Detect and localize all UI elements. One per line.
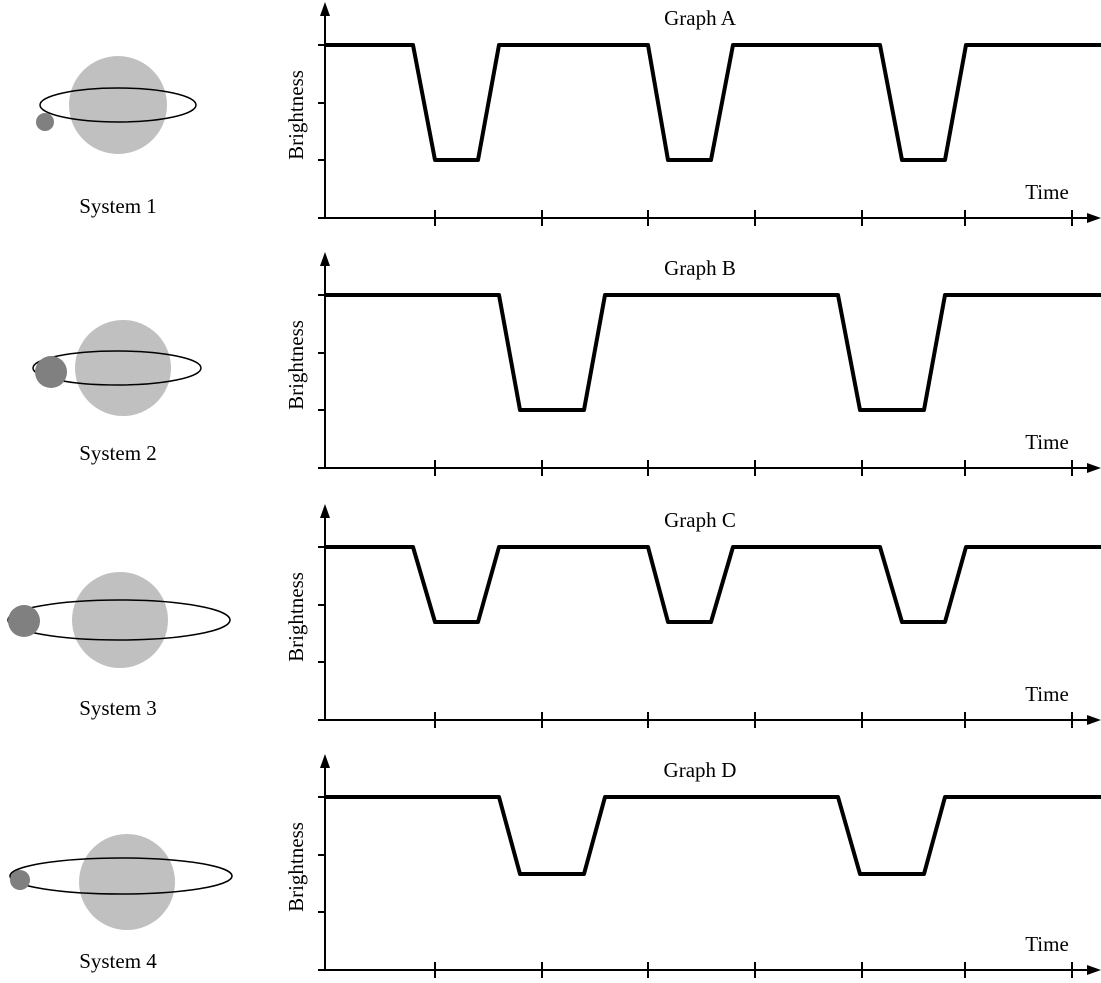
y-axis-label: Brightness: [284, 822, 308, 912]
x-arrow: [1087, 213, 1101, 223]
y-axis-label: Brightness: [284, 70, 308, 160]
x-axis-label: Time: [1025, 932, 1069, 956]
y-axis-label: Brightness: [284, 572, 308, 662]
system-label: System 4: [79, 949, 157, 973]
x-axis-label: Time: [1025, 180, 1069, 204]
graph-title: Graph C: [664, 508, 736, 532]
y-arrow: [320, 252, 330, 266]
y-arrow: [320, 2, 330, 16]
orbit: [9, 857, 233, 895]
panel: System 4 Graph D Brightness Time: [9, 754, 1101, 978]
graph-title: Graph D: [664, 758, 737, 782]
x-arrow: [1087, 715, 1101, 725]
x-axis-label: Time: [1025, 430, 1069, 454]
star: [72, 572, 168, 668]
system-label: System 1: [79, 194, 157, 218]
orbit: [7, 599, 231, 641]
x-axis-label: Time: [1025, 682, 1069, 706]
planet: [10, 870, 30, 890]
system-label: System 3: [79, 696, 157, 720]
star: [69, 56, 167, 154]
planet: [35, 356, 67, 388]
orbit: [39, 87, 197, 123]
y-arrow: [320, 754, 330, 768]
star: [79, 834, 175, 930]
panel: System 2 Graph B Brightness Time: [32, 252, 1101, 476]
light-curve: [325, 293, 1101, 412]
planet: [36, 113, 54, 131]
panel: System 3 Graph C Brightness Time: [7, 504, 1101, 728]
light-curve: [325, 795, 1101, 876]
star: [75, 320, 171, 416]
graph-title: Graph A: [664, 6, 737, 30]
orbit: [32, 350, 202, 386]
graph-title: Graph B: [664, 256, 736, 280]
light-curve: [325, 43, 1101, 162]
y-arrow: [320, 504, 330, 518]
x-arrow: [1087, 463, 1101, 473]
y-axis-label: Brightness: [284, 320, 308, 410]
system-label: System 2: [79, 441, 157, 465]
planet: [8, 605, 40, 637]
x-arrow: [1087, 965, 1101, 975]
light-curve: [325, 545, 1101, 624]
panel: System 1 Graph A Brightness Time: [36, 2, 1101, 226]
